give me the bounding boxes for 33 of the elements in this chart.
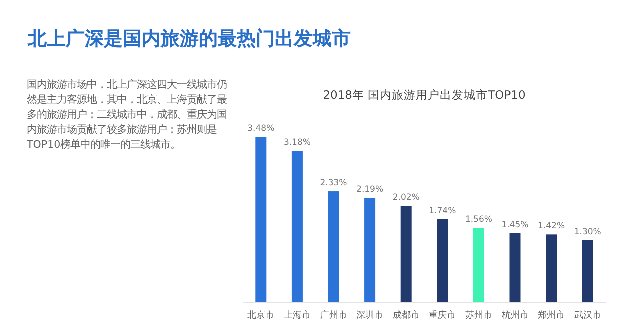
data-label: 3.48% — [248, 124, 275, 134]
bar — [582, 240, 594, 302]
data-label: 1.30% — [574, 227, 602, 238]
data-label: 1.56% — [465, 215, 492, 226]
bar — [473, 228, 484, 302]
bar — [364, 198, 376, 302]
data-label: 2.33% — [320, 178, 348, 189]
bar — [546, 234, 558, 302]
x-tick-label: 武汉市 — [574, 310, 602, 321]
data-label: 3.18% — [284, 138, 311, 148]
x-tick-label: 杭州市 — [500, 310, 529, 321]
x-tick-label: 苏州市 — [465, 310, 492, 321]
bar — [256, 137, 267, 302]
x-tick-label: 深圳市 — [356, 310, 384, 321]
bar — [292, 151, 303, 302]
x-tick-label: 成都市 — [392, 310, 420, 321]
data-label: 2.19% — [356, 185, 384, 196]
data-label: 1.42% — [538, 222, 566, 232]
bar — [400, 206, 412, 302]
bar — [437, 220, 448, 302]
x-tick-label: 郑州市 — [538, 310, 566, 321]
data-label: 1.74% — [429, 206, 456, 216]
x-tick-label: 广州市 — [320, 310, 348, 321]
data-label: 1.45% — [502, 220, 529, 230]
data-label: 2.02% — [392, 193, 420, 204]
x-tick-label: 上海市 — [284, 310, 311, 321]
text: 国内旅游市场中，北上广深这四大一线城市仍然是主力客源地，其中，北京、上海贡献了最多的旅游用户；二线城市中，成都、重庆为国内旅游市场贡献了较多旅游用户；苏州则是TOP10榜单中的唯一的三线城市。 — [27, 78, 228, 153]
bar — [510, 233, 521, 302]
x-tick-label: 重庆市 — [429, 310, 456, 321]
chart-title: 2018年 国内旅游用户出发城市TOP10 — [323, 88, 526, 102]
text: 北上广深是国内旅游的最热门出发城市 — [28, 27, 351, 52]
bar — [328, 192, 340, 302]
x-tick-label: 北京市 — [248, 310, 275, 321]
